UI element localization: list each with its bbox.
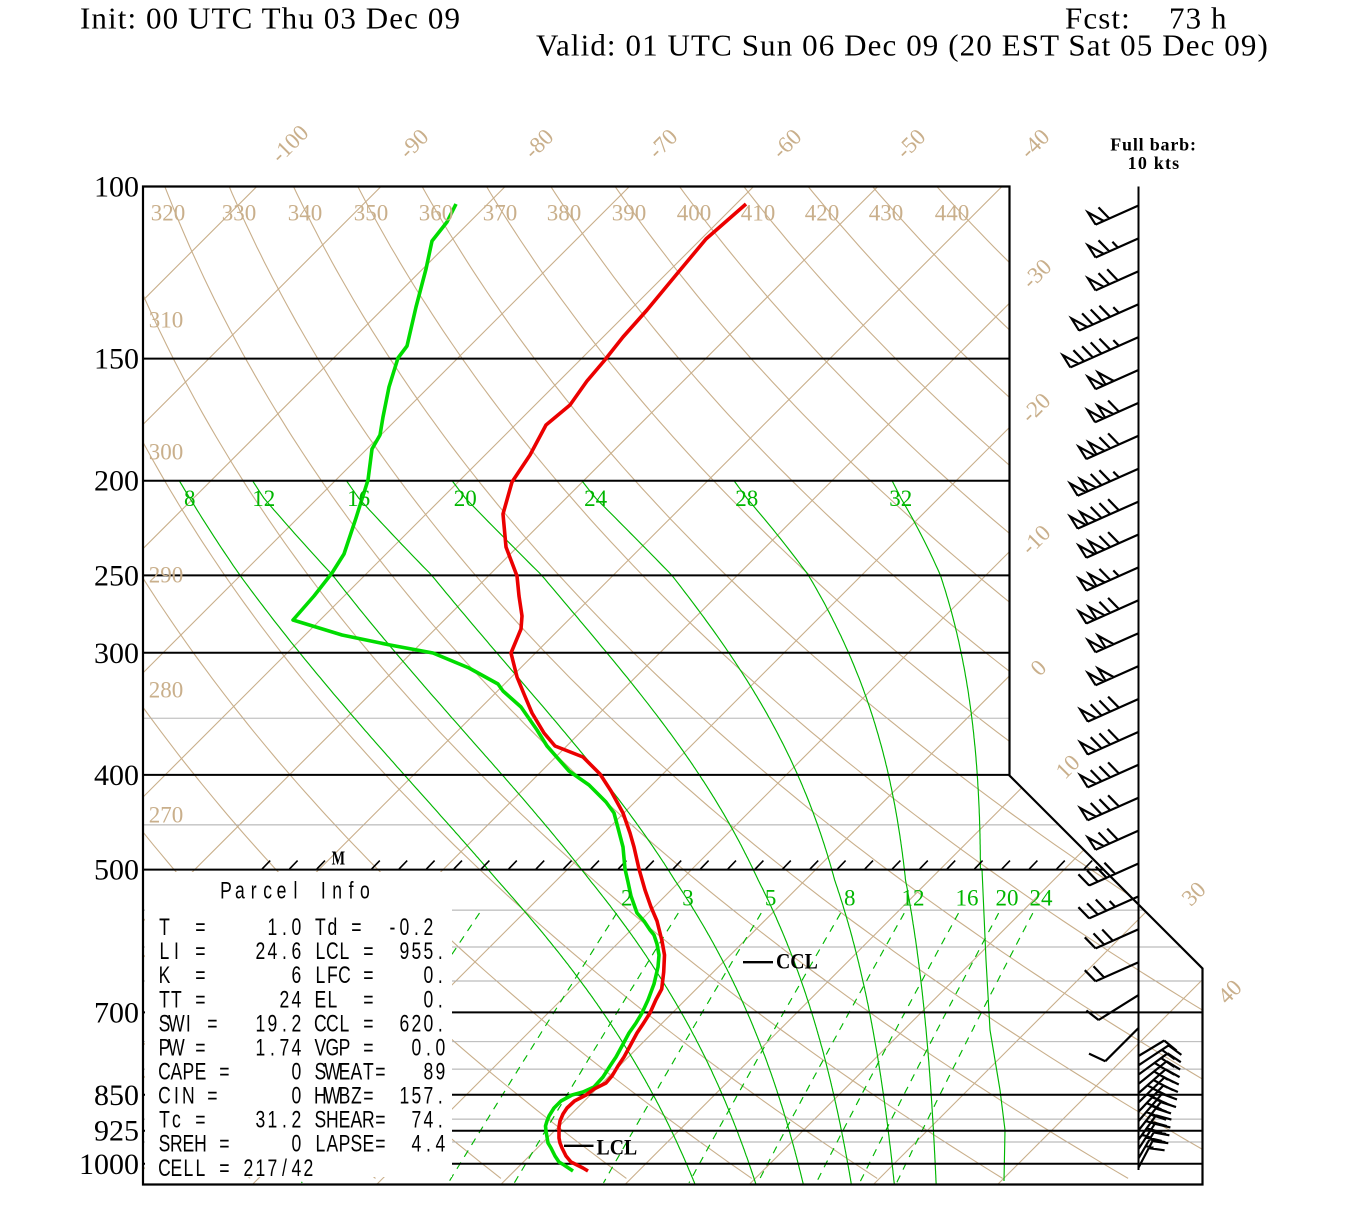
svg-text:150: 150: [94, 343, 139, 376]
svg-text:925: 925: [94, 1115, 139, 1148]
svg-text:LCL: LCL: [597, 1135, 638, 1160]
svg-text:500: 500: [94, 854, 139, 887]
svg-text:320: 320: [151, 201, 186, 226]
svg-text:300: 300: [94, 637, 139, 670]
svg-text:20: 20: [996, 886, 1019, 911]
svg-text:250: 250: [94, 559, 139, 592]
svg-text:700: 700: [94, 996, 139, 1029]
svg-text:Init: 00 UTC Thu 03 Dec 09: Init: 00 UTC Thu 03 Dec 09: [80, 1, 461, 36]
svg-text:3: 3: [682, 886, 694, 911]
svg-text:16: 16: [956, 886, 979, 911]
svg-text:270: 270: [149, 803, 184, 828]
svg-text:290: 290: [149, 563, 184, 588]
svg-text:12: 12: [902, 886, 925, 911]
svg-text:T=1.0Td=-0.2: T = 1. 0 Td = -0. 2: [159, 915, 433, 941]
svg-text:280: 280: [149, 678, 184, 703]
svg-text:8: 8: [184, 486, 196, 511]
svg-text:430: 430: [869, 201, 904, 226]
svg-text:8: 8: [844, 886, 856, 911]
svg-text:440: 440: [935, 201, 970, 226]
svg-text:28: 28: [735, 486, 758, 511]
svg-text:410: 410: [741, 201, 776, 226]
svg-text:330: 330: [222, 201, 257, 226]
svg-text:M: M: [332, 847, 345, 869]
svg-text:370: 370: [483, 201, 518, 226]
svg-text:390: 390: [612, 201, 647, 226]
svg-text:360: 360: [419, 201, 454, 226]
svg-text:400: 400: [94, 759, 139, 792]
svg-text:73 h: 73 h: [1169, 1, 1228, 36]
svg-text:12: 12: [252, 486, 275, 511]
svg-text:380: 380: [547, 201, 582, 226]
svg-text:310: 310: [149, 308, 184, 333]
svg-text:16: 16: [347, 486, 370, 511]
svg-text:10 kts: 10 kts: [1128, 153, 1181, 173]
svg-text:340: 340: [288, 201, 323, 226]
svg-text:32: 32: [889, 486, 912, 511]
svg-text:2: 2: [621, 886, 633, 911]
svg-text:1000: 1000: [79, 1148, 139, 1181]
svg-text:350: 350: [354, 201, 389, 226]
svg-text:24: 24: [584, 486, 608, 511]
svg-text:20: 20: [454, 486, 477, 511]
svg-text:100: 100: [94, 171, 139, 204]
svg-text:Valid: 01 UTC Sun 06 Dec 09 (2: Valid: 01 UTC Sun 06 Dec 09 (20 EST Sat …: [536, 28, 1269, 63]
svg-text:400: 400: [677, 201, 712, 226]
svg-text:Fcst:: Fcst:: [1065, 1, 1131, 36]
svg-text:850: 850: [94, 1079, 139, 1112]
svg-text:Full barb:: Full barb:: [1110, 135, 1197, 155]
svg-text:24: 24: [1030, 886, 1054, 911]
svg-text:420: 420: [805, 201, 840, 226]
svg-text:CCL: CCL: [776, 949, 818, 974]
svg-text:300: 300: [149, 440, 184, 465]
svg-text:200: 200: [94, 465, 139, 498]
svg-text:5: 5: [765, 886, 777, 911]
